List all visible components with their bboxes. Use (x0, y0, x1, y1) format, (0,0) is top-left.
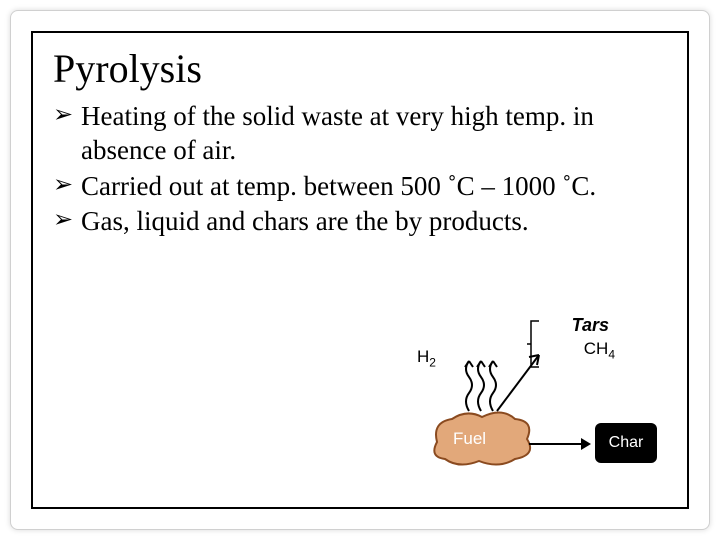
pyrolysis-diagram: Fuel H2 Tars (337, 307, 657, 477)
char-label: Char (609, 434, 644, 452)
slide-inner-frame: Pyrolysis Heating of the solid waste at … (31, 31, 689, 509)
ch4-text: CH (584, 339, 609, 358)
char-arrow-icon (529, 443, 589, 445)
tars-bracket-icon (527, 319, 539, 369)
tars-label: Tars (572, 315, 609, 336)
h2-label: H2 (417, 347, 436, 369)
fuel-label: Fuel (453, 429, 486, 449)
tars-arrow-icon (493, 345, 553, 415)
bullet-item: Heating of the solid waste at very high … (53, 100, 667, 168)
h2-subscript: 2 (429, 355, 436, 369)
bullet-item: Carried out at temp. between 500 ˚C – 10… (53, 170, 667, 204)
ch4-subscript: 4 (608, 347, 615, 361)
bullet-item: Gas, liquid and chars are the by product… (53, 205, 667, 239)
h2-text: H (417, 347, 429, 366)
slide-title: Pyrolysis (53, 45, 667, 92)
char-box: Char (595, 423, 657, 463)
bullet-list: Heating of the solid waste at very high … (53, 100, 667, 239)
slide-outer-frame: Pyrolysis Heating of the solid waste at … (10, 10, 710, 530)
ch4-label: CH4 (584, 339, 615, 361)
